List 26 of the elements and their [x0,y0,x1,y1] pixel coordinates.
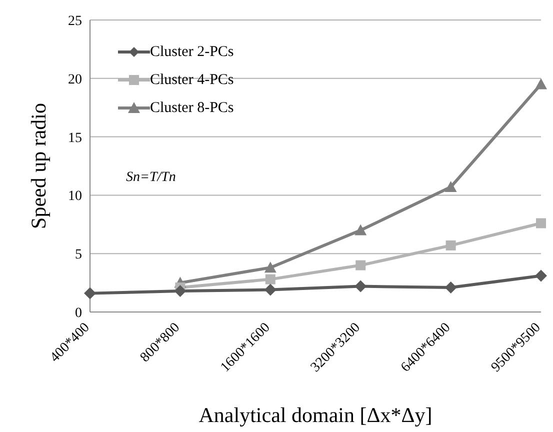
point [446,240,456,250]
y-tick-label: 15 [68,130,82,146]
point [174,284,186,297]
point [264,262,276,273]
point [354,280,367,292]
point [535,270,547,282]
legend-label: Cluster 4-PCs [150,72,234,88]
y-tick-label: 25 [68,14,82,29]
x-axis-title: Analytical domain [Δx*Δy] [198,403,432,427]
point [356,260,366,270]
y-axis-title: Speed up radio [26,103,50,229]
y-tick-label: 10 [68,189,82,204]
point [444,281,457,294]
point [536,218,546,228]
y-tick-label: 20 [68,72,82,88]
point [84,287,96,300]
point [535,78,547,90]
y-tick-label: 5 [75,248,82,263]
point [264,284,276,296]
legend-label: Cluster 8-PCs [150,100,234,116]
point [265,274,276,284]
point [354,224,367,236]
legend-label: Cluster 2-PCs [150,44,234,60]
point [444,181,457,192]
y-tick-label: 0 [75,306,82,321]
annotation: Sn=T/Tn [126,170,176,186]
